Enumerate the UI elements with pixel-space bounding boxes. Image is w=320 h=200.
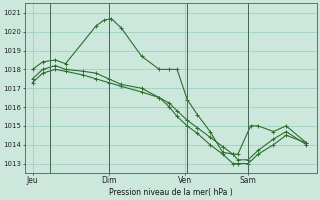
X-axis label: Pression niveau de la mer( hPa ): Pression niveau de la mer( hPa )	[109, 188, 233, 197]
